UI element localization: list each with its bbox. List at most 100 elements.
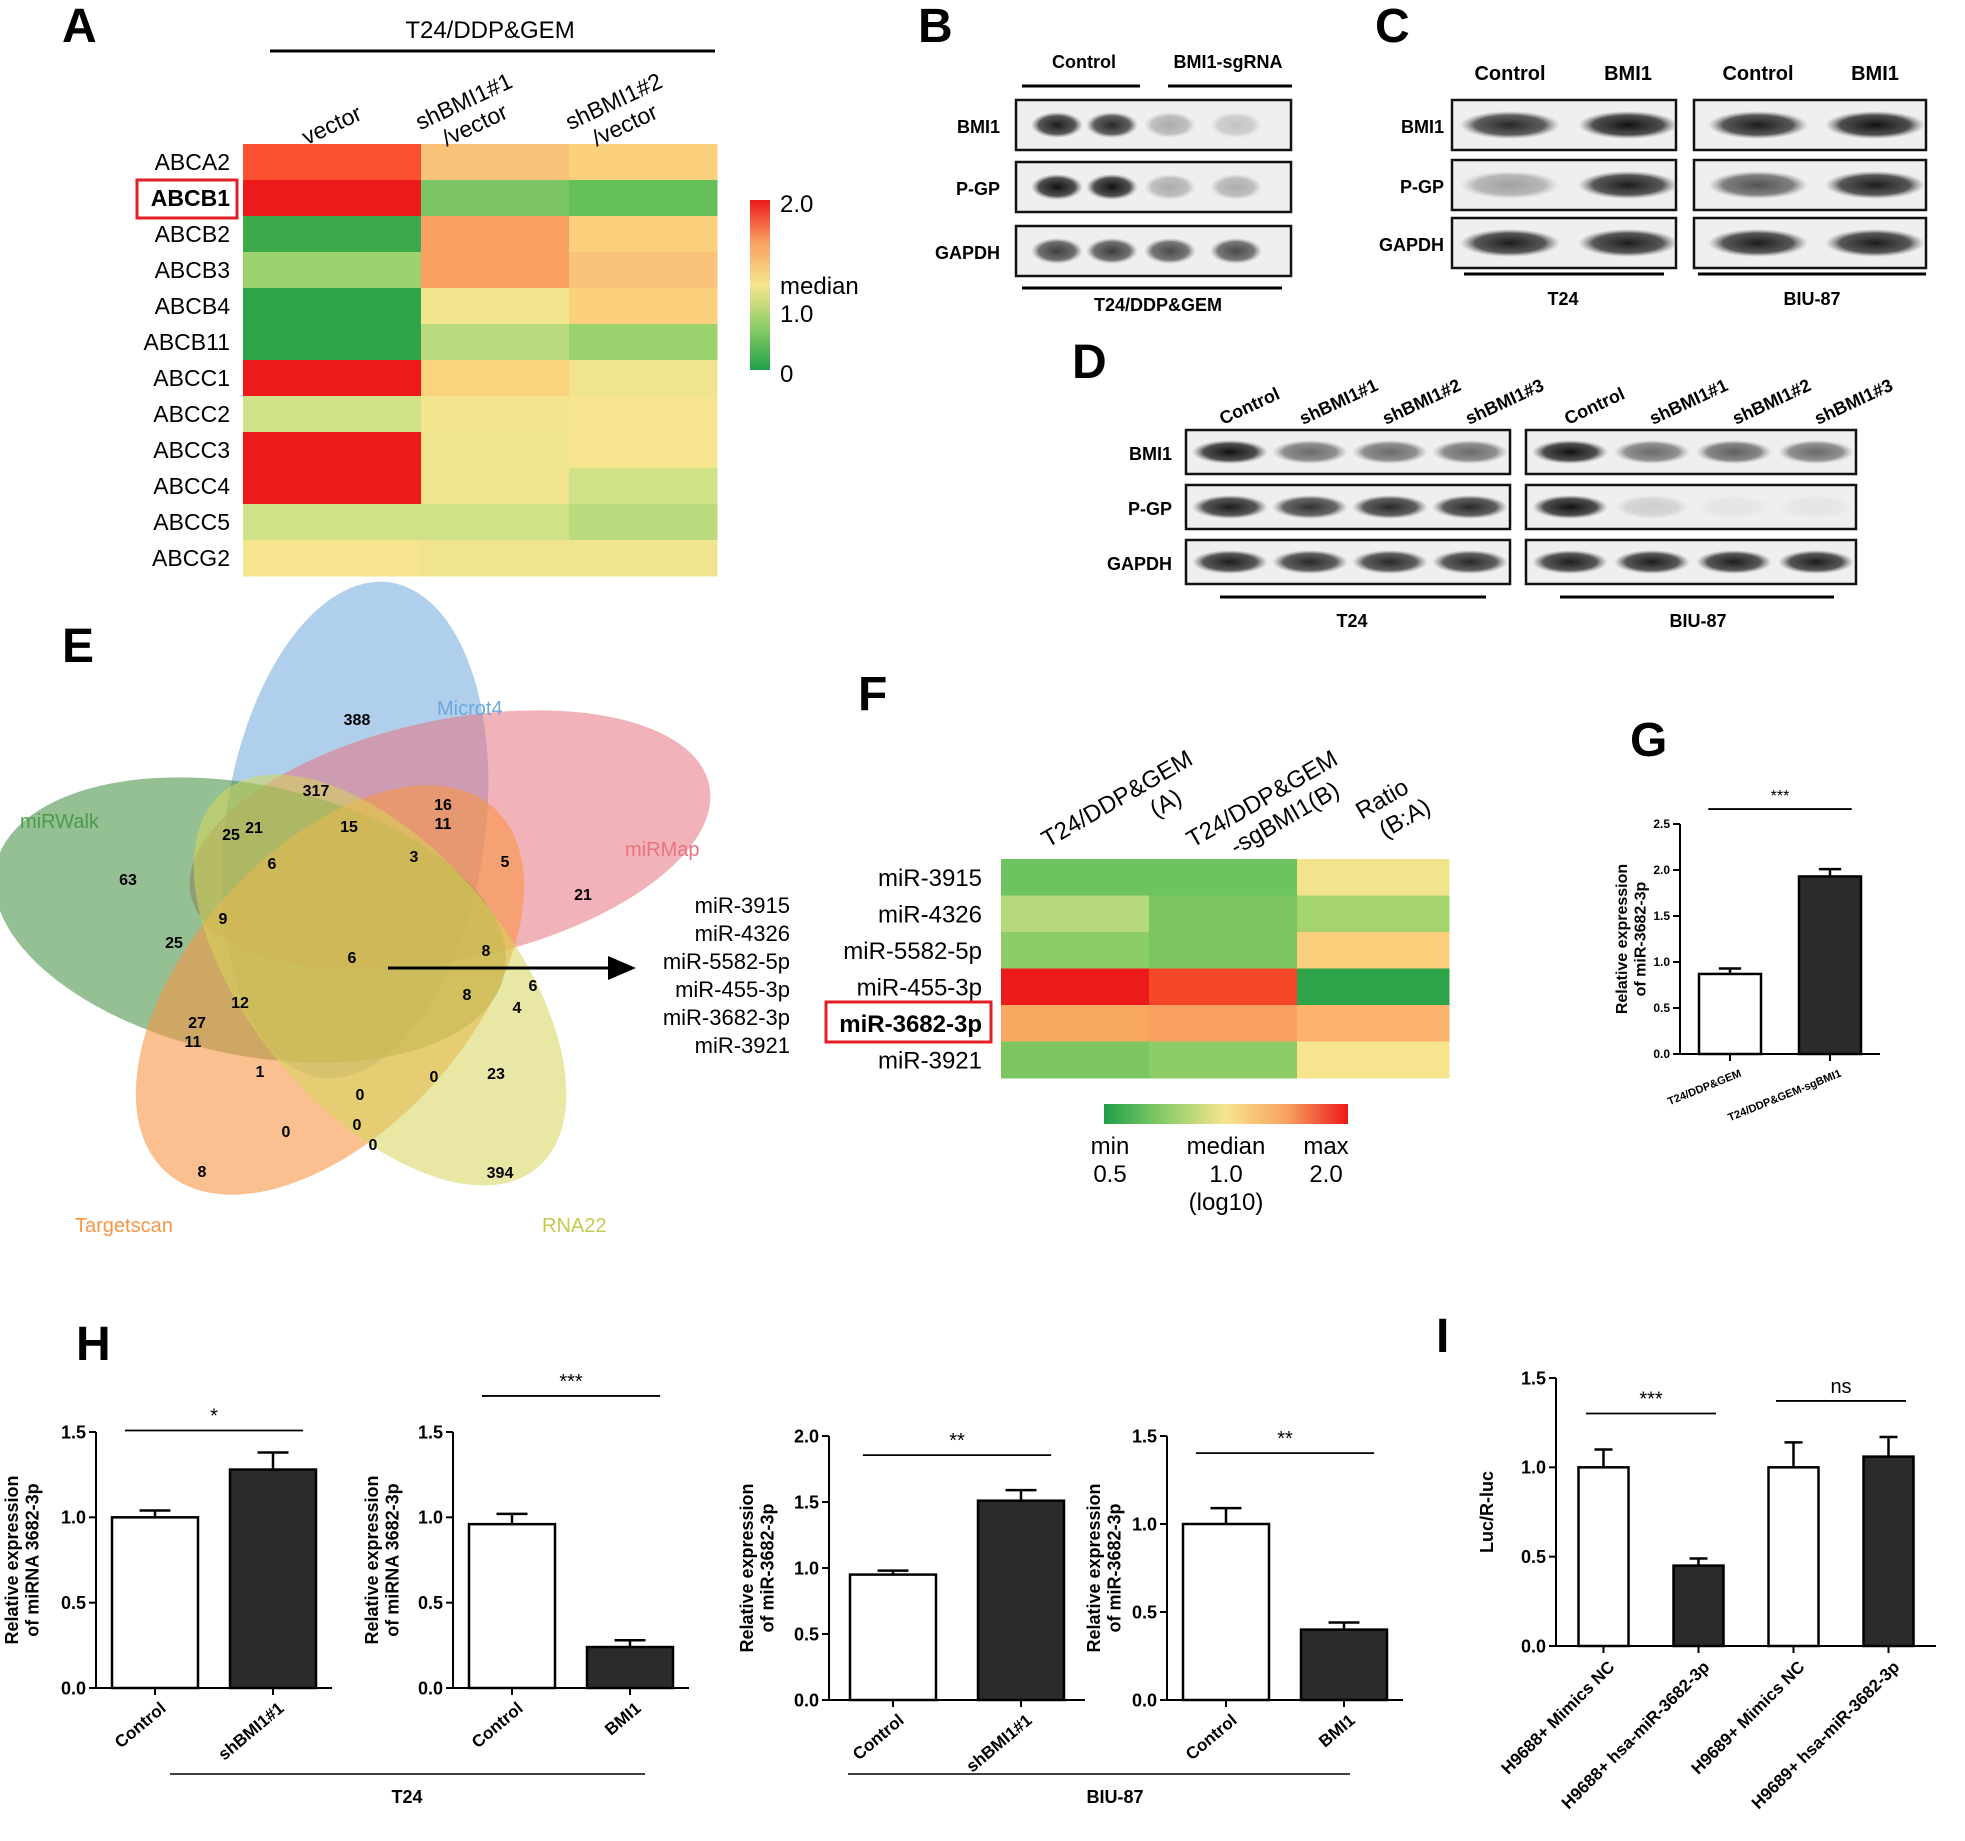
heat-a-row-abcc1: ABCC1 xyxy=(153,365,230,391)
y-tick-label: 0.0 xyxy=(1653,1047,1670,1061)
blot-d-band xyxy=(1272,550,1348,574)
venn-count: 21 xyxy=(245,820,263,837)
venn-count: 23 xyxy=(487,1066,505,1083)
blot-c-band xyxy=(1825,171,1925,199)
x-tick-label: Control xyxy=(1182,1711,1241,1764)
blot-d-band xyxy=(1192,550,1268,574)
y-tick-label: 1.0 xyxy=(1653,955,1670,969)
significance-label: ** xyxy=(949,1430,965,1452)
chart-h1: 0.0 0.5 1.0 1.5 Relative expressionof miRNA … xyxy=(2,1405,332,1764)
panel-f-column-labels: T24/DDP&GEM(A)T24/DDP&GEM-sgBMI1(B) Ratio… xyxy=(1037,745,1435,860)
blot-d-band xyxy=(1352,440,1428,464)
heat-a-cell-abcc1-0 xyxy=(243,360,422,397)
panel-f-legend-min: min xyxy=(1091,1133,1130,1160)
heat-f-cell-mir-455-3p-1 xyxy=(1149,968,1298,1006)
blot-c-band xyxy=(1708,229,1808,257)
y-tick-label: 0.0 xyxy=(61,1678,86,1698)
heat-f-cell-mir-5582-5p-1 xyxy=(1149,932,1298,969)
heat-a-row-abcg2: ABCG2 xyxy=(152,545,230,571)
blot-d-band xyxy=(1614,440,1690,464)
y-tick-label: 1.0 xyxy=(61,1508,86,1528)
y-label-line: of miR-3682-3p xyxy=(758,1503,778,1632)
panel-b-blots: BMI1 P-GP GAPDH xyxy=(935,98,1293,278)
bar-t24-ddp-gem-sgbmi1 xyxy=(1797,875,1863,1056)
y-tick-label: 0.5 xyxy=(794,1624,819,1644)
heat-a-cell-abcb2-1 xyxy=(421,216,570,253)
significance-label: ns xyxy=(1830,1376,1851,1398)
blot-c-lane-0: Control xyxy=(1474,63,1545,85)
blot-d-lane-7: shBMI1#3 xyxy=(1811,375,1896,429)
heat-a-cell-abcb1-2 xyxy=(569,180,718,217)
y-label-line: Relative expression xyxy=(1614,864,1631,1014)
y-tick-label: 1.0 xyxy=(794,1558,819,1578)
blot-b-band xyxy=(1144,238,1196,264)
blot-d-band xyxy=(1532,495,1608,519)
venn-count: 394 xyxy=(487,1165,514,1182)
heat-a-cell-abcc3-1 xyxy=(421,432,570,469)
blot-d-band xyxy=(1432,550,1508,574)
blot-c-lane-2: Control xyxy=(1722,63,1793,85)
heat-a-cell-abcg2-2 xyxy=(569,540,718,577)
panel-a-colorbar-mid: 1.0 xyxy=(780,301,813,328)
panel-letter-i: I xyxy=(1436,1310,1449,1363)
y-label-line: Relative expression xyxy=(1084,1483,1104,1652)
venn-label-mirmap: miRMap xyxy=(625,839,699,861)
panel-b-lane-sgrna: BMI1-sgRNA xyxy=(1173,52,1282,72)
bar-h9689-hsa-mir-3682-3p xyxy=(1862,1455,1915,1648)
significance-label: *** xyxy=(1771,788,1790,805)
panel-letter-h: H xyxy=(76,1318,111,1371)
blot-d-row-bmi1: BMI1 xyxy=(1129,444,1172,464)
heat-a-cell-abcb4-1 xyxy=(421,288,570,325)
panel-letter-d: D xyxy=(1072,336,1107,389)
blot-c-band xyxy=(1825,111,1925,139)
panel-letter-g: G xyxy=(1630,714,1667,767)
venn-count: 0 xyxy=(353,1117,362,1134)
blot-d-band xyxy=(1778,550,1854,574)
blot-b-row-bmi1: BMI1 xyxy=(957,117,1000,137)
venn-label-microt4: Microt4 xyxy=(437,698,503,720)
blot-c-band xyxy=(1460,229,1560,257)
heat-a-row-abca2: ABCA2 xyxy=(155,149,230,175)
panel-f-legend-max-val: 2.0 xyxy=(1309,1161,1342,1188)
heat-a-cell-abcc2-1 xyxy=(421,396,570,433)
y-tick-label: 2.5 xyxy=(1653,817,1670,831)
heat-a-cell-abcb2-2 xyxy=(569,216,718,253)
heat-a-row-abcc4: ABCC4 xyxy=(153,473,230,499)
x-tick-label: Control xyxy=(468,1699,527,1752)
chart-h4: 0.0 0.5 1.0 1.5 Relative expressionof miR-36… xyxy=(1084,1426,1403,1764)
heat-a-row-abcc5: ABCC5 xyxy=(153,509,230,535)
panel-f-legend-median: median xyxy=(1187,1133,1266,1160)
blot-b-band xyxy=(1210,112,1262,138)
blot-d-band xyxy=(1272,440,1348,464)
panel-f-legend-bar xyxy=(1104,1104,1348,1124)
panel-letter-e: E xyxy=(62,620,94,673)
mirna-list-item-mir-3915: miR-3915 xyxy=(695,893,790,918)
y-label-line: Relative expression xyxy=(737,1483,757,1652)
heat-a-cell-abcc4-1 xyxy=(421,468,570,505)
heat-a-cell-abca2-2 xyxy=(569,144,718,181)
heat-f-cell-mir-3682-3p-2 xyxy=(1297,1005,1450,1042)
blot-b-band xyxy=(1086,238,1138,264)
chartH1-y-label: Relative expressionof miRNA 3682-3p xyxy=(2,1475,43,1644)
blot-d-band xyxy=(1532,440,1608,464)
venn-count: 388 xyxy=(344,712,371,729)
bar-shbmi1-1 xyxy=(976,1499,1066,1702)
blot-d-band xyxy=(1352,495,1428,519)
y-tick-label: 0.5 xyxy=(1653,1001,1670,1015)
x-tick-label: Control xyxy=(849,1711,908,1764)
heat-f-cell-mir-3915-0 xyxy=(1001,859,1150,896)
blot-d-band xyxy=(1432,440,1508,464)
blot-c-lane-1: BMI1 xyxy=(1604,63,1652,85)
venn-count: 16 xyxy=(434,797,452,814)
venn-count: 6 xyxy=(348,950,357,967)
panel-h-group-t24: T24 xyxy=(391,1787,422,1807)
blot-b-row-p-gp: P-GP xyxy=(956,179,1000,199)
heat-a-cell-abcb4-0 xyxy=(243,288,422,325)
blot-d-band xyxy=(1778,440,1854,464)
venn-count: 0 xyxy=(430,1069,439,1086)
mirna-list-item-mir-455-3p: miR-455-3p xyxy=(675,977,790,1002)
heat-f-row-mir-455-3p: miR-455-3p xyxy=(857,975,982,1002)
heat-a-cell-abcb11-0 xyxy=(243,324,422,361)
